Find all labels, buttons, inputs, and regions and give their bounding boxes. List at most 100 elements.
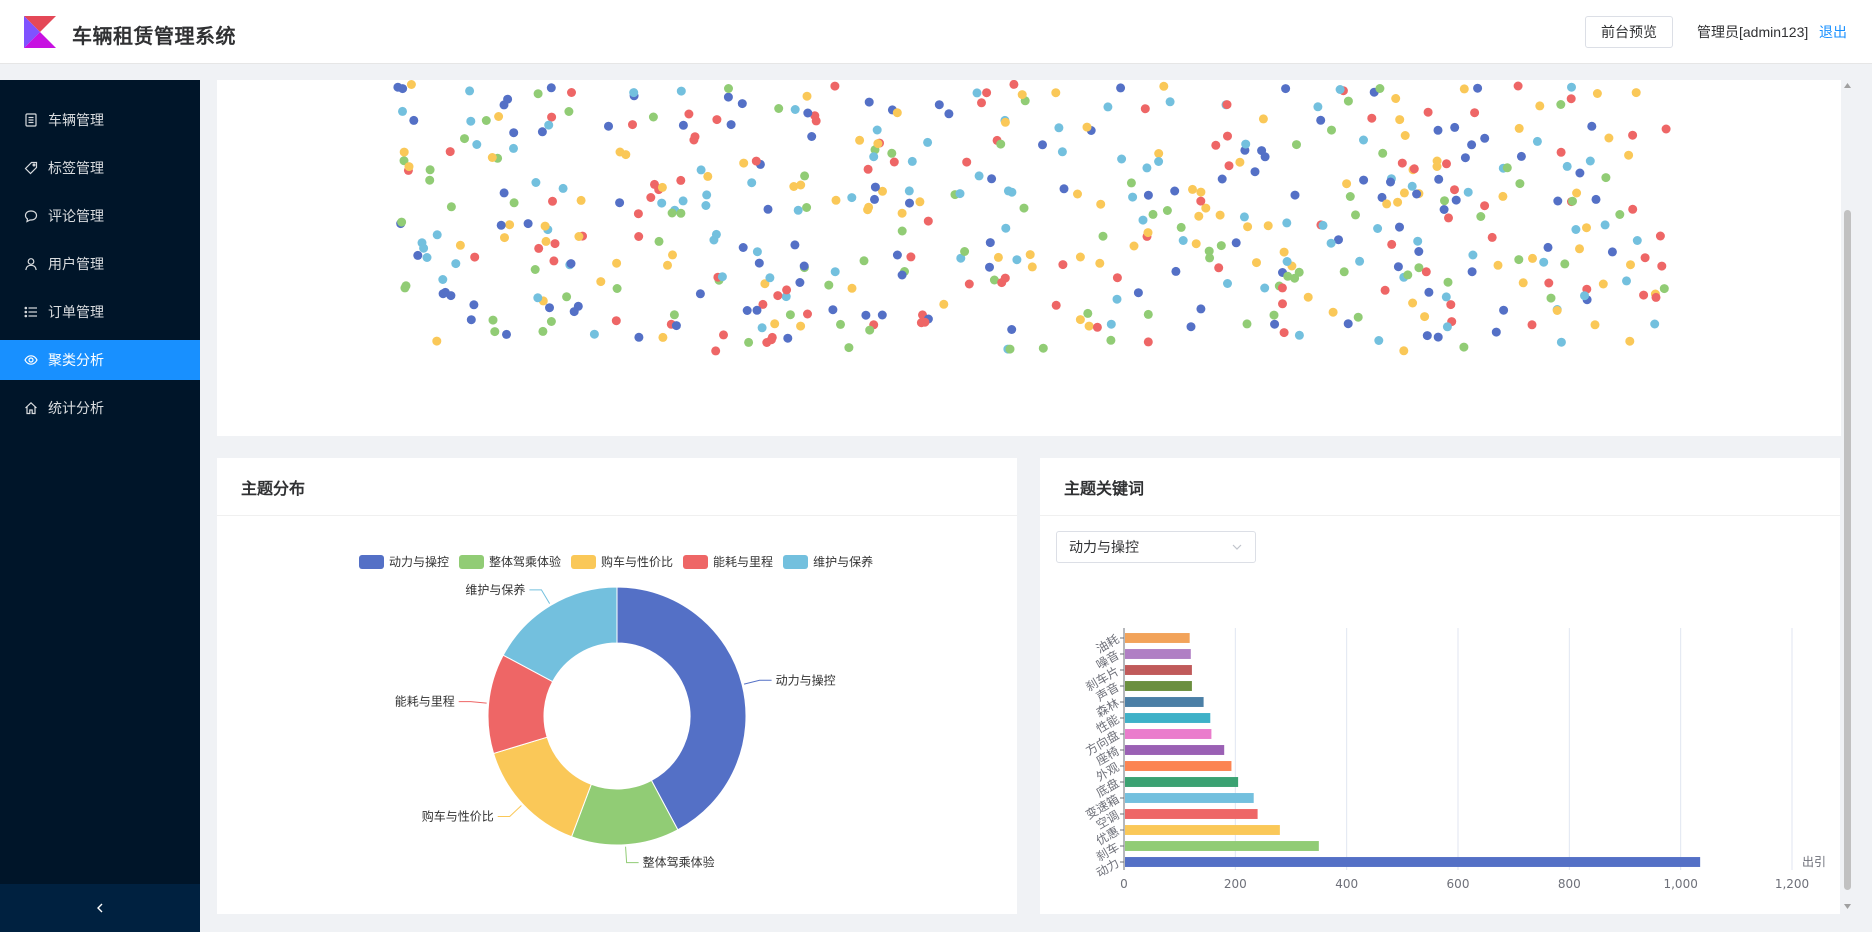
scatter-point [1468, 250, 1478, 260]
scatter-point [470, 252, 480, 262]
scatter-point [847, 193, 857, 203]
scatter-point [676, 175, 686, 185]
app-header: 车辆租赁管理系统 前台预览 管理员[admin123] 退出 [0, 0, 1872, 64]
sidebar-item-users[interactable]: 用户管理 [0, 244, 200, 284]
scatter-point [960, 247, 970, 256]
sidebar-item-tags[interactable]: 标签管理 [0, 148, 200, 188]
scatter-point [1459, 84, 1469, 94]
sidebar-item-comments[interactable]: 评论管理 [0, 196, 200, 236]
scatter-point [1201, 203, 1211, 213]
topic-select[interactable]: 动力与操控 [1056, 531, 1256, 563]
scatter-point [1423, 107, 1433, 117]
scatter-point [754, 258, 764, 268]
scatter-point [695, 289, 705, 299]
scatter-point [800, 171, 810, 181]
legend-item[interactable]: 维护与保养 [783, 553, 873, 570]
scatter-point [1188, 184, 1197, 194]
scatter-point [865, 325, 875, 335]
bar[interactable] [1125, 713, 1211, 723]
sidebar-item-orders[interactable]: 订单管理 [0, 292, 200, 332]
scatter-point [1650, 319, 1660, 329]
sidebar-item-clustering[interactable]: 聚类分析 [0, 340, 200, 380]
sidebar-collapse-button[interactable] [0, 884, 200, 932]
scatter-point [1657, 261, 1667, 271]
scatter-point [1408, 298, 1418, 308]
pie-slice[interactable] [616, 586, 747, 831]
pie-slice[interactable] [502, 586, 618, 683]
scatter-point [633, 209, 643, 219]
scatter-point [989, 275, 999, 285]
scatter-point [1019, 203, 1029, 213]
scatter-point [1342, 179, 1352, 189]
bar[interactable] [1125, 681, 1192, 691]
legend-item[interactable]: 购车与性价比 [571, 553, 673, 570]
scatter-point [466, 116, 476, 126]
sidebar-item-label: 标签管理 [48, 160, 104, 176]
scatter-point [892, 250, 902, 260]
scatter-point [503, 94, 513, 104]
scatter-point [1223, 279, 1232, 288]
bar[interactable] [1125, 825, 1280, 835]
scatter-point [1241, 139, 1251, 149]
scatter-point [974, 171, 984, 181]
scatter-point [1148, 209, 1158, 219]
scatter-point [859, 256, 869, 266]
app-title: 车辆租赁管理系统 [72, 26, 236, 48]
scatter-point [758, 299, 768, 309]
bar[interactable] [1125, 633, 1190, 643]
legend-item[interactable]: 整体驾乘体验 [459, 553, 561, 570]
scatter-point [905, 198, 914, 208]
logout-link[interactable]: 退出 [1819, 24, 1847, 40]
bar[interactable] [1125, 697, 1204, 707]
scatter-point [1205, 253, 1215, 263]
scatter-point [669, 310, 679, 320]
scatter-point [1038, 140, 1047, 150]
scatter-point [530, 265, 540, 274]
bar[interactable] [1125, 809, 1258, 819]
scroll-up-icon[interactable] [1843, 82, 1852, 90]
scatter-point [1082, 122, 1092, 132]
pie-slice-label: 整体驾乘体验 [643, 855, 715, 870]
page-scrollbar[interactable] [1843, 80, 1852, 912]
scatter-point [1355, 256, 1365, 266]
bar[interactable] [1125, 857, 1701, 867]
bar[interactable] [1125, 665, 1192, 675]
scatter-point [589, 329, 599, 339]
legend-item[interactable]: 能耗与里程 [683, 553, 773, 570]
scatter-point [1575, 244, 1584, 254]
scroll-down-icon[interactable] [1843, 902, 1852, 910]
x-tick-label: 800 [1558, 877, 1581, 891]
scatter-point [739, 158, 749, 168]
legend-item[interactable]: 动力与操控 [359, 553, 449, 570]
scatter-point [760, 279, 770, 289]
scatter-point [549, 256, 559, 266]
scatter-point [534, 243, 544, 253]
bar[interactable] [1125, 841, 1319, 851]
scatter-point [1585, 156, 1595, 166]
bar[interactable] [1125, 729, 1212, 739]
scatter-point [1303, 292, 1313, 302]
scatter-point [1313, 102, 1323, 112]
pie-legend: 动力与操控 整体驾乘体验 购车与性价比 能耗与里程 维护与保养 [359, 553, 883, 570]
bar[interactable] [1125, 777, 1239, 787]
bar[interactable] [1125, 793, 1254, 803]
scatter-point [657, 182, 667, 192]
scatter-point [844, 343, 854, 353]
frontend-preview-button[interactable]: 前台预览 [1585, 16, 1673, 48]
scatter-point [1432, 156, 1442, 166]
scatter-point [446, 202, 456, 212]
pie-slice[interactable] [492, 736, 592, 838]
topic-select-value: 动力与操控 [1069, 539, 1139, 555]
scatter-point [824, 280, 834, 290]
topic-distribution-title: 主题分布 [217, 458, 1017, 516]
scatter-point [646, 193, 656, 202]
bar[interactable] [1125, 745, 1225, 755]
bar[interactable] [1125, 761, 1232, 771]
scatter-point [864, 202, 874, 212]
sidebar-item-vehicles[interactable]: 车辆管理 [0, 100, 200, 140]
scatter-point [564, 107, 574, 116]
sidebar-item-statistics[interactable]: 统计分析 [0, 388, 200, 428]
bar[interactable] [1125, 649, 1191, 659]
scrollbar-thumb[interactable] [1844, 210, 1851, 890]
legend-swatch [683, 554, 709, 569]
